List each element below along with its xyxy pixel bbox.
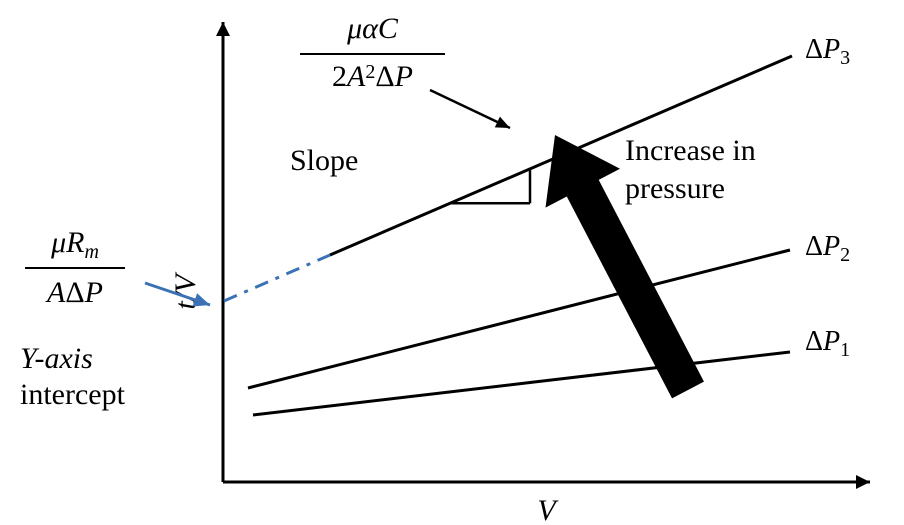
line-dp3-dashed	[224, 255, 330, 301]
slope-fraction-numerator: μαC	[346, 12, 399, 45]
line-dp2	[248, 250, 790, 388]
slope-fraction: μαC 2A2ΔP	[300, 12, 445, 93]
pressure-label-line2: pressure	[625, 172, 725, 205]
slope-fraction-denominator: 2A2ΔP	[332, 60, 413, 93]
label-dp2: ΔP2	[805, 231, 850, 266]
label-dp3: ΔP3	[805, 34, 850, 69]
intercept-label-line2: intercept	[20, 378, 126, 411]
intercept-label-line1: Y-axis	[20, 342, 93, 375]
intercept-fraction-numerator: μRm	[50, 226, 99, 263]
line-dp1	[253, 352, 790, 415]
series-lines: ΔP1 ΔP2 ΔP3	[224, 34, 850, 415]
label-dp1: ΔP1	[805, 326, 850, 361]
axes: Vt/V	[169, 22, 870, 525]
intercept-fraction-denominator: AΔP	[45, 276, 103, 309]
x-axis-label: V	[537, 494, 559, 525]
pressure-label-line1: Increase in	[625, 134, 756, 167]
slope-marker: Slope	[290, 90, 530, 203]
slope-word: Slope	[290, 144, 358, 177]
intercept-annotation: μRm AΔP Y-axisintercept	[20, 226, 210, 411]
